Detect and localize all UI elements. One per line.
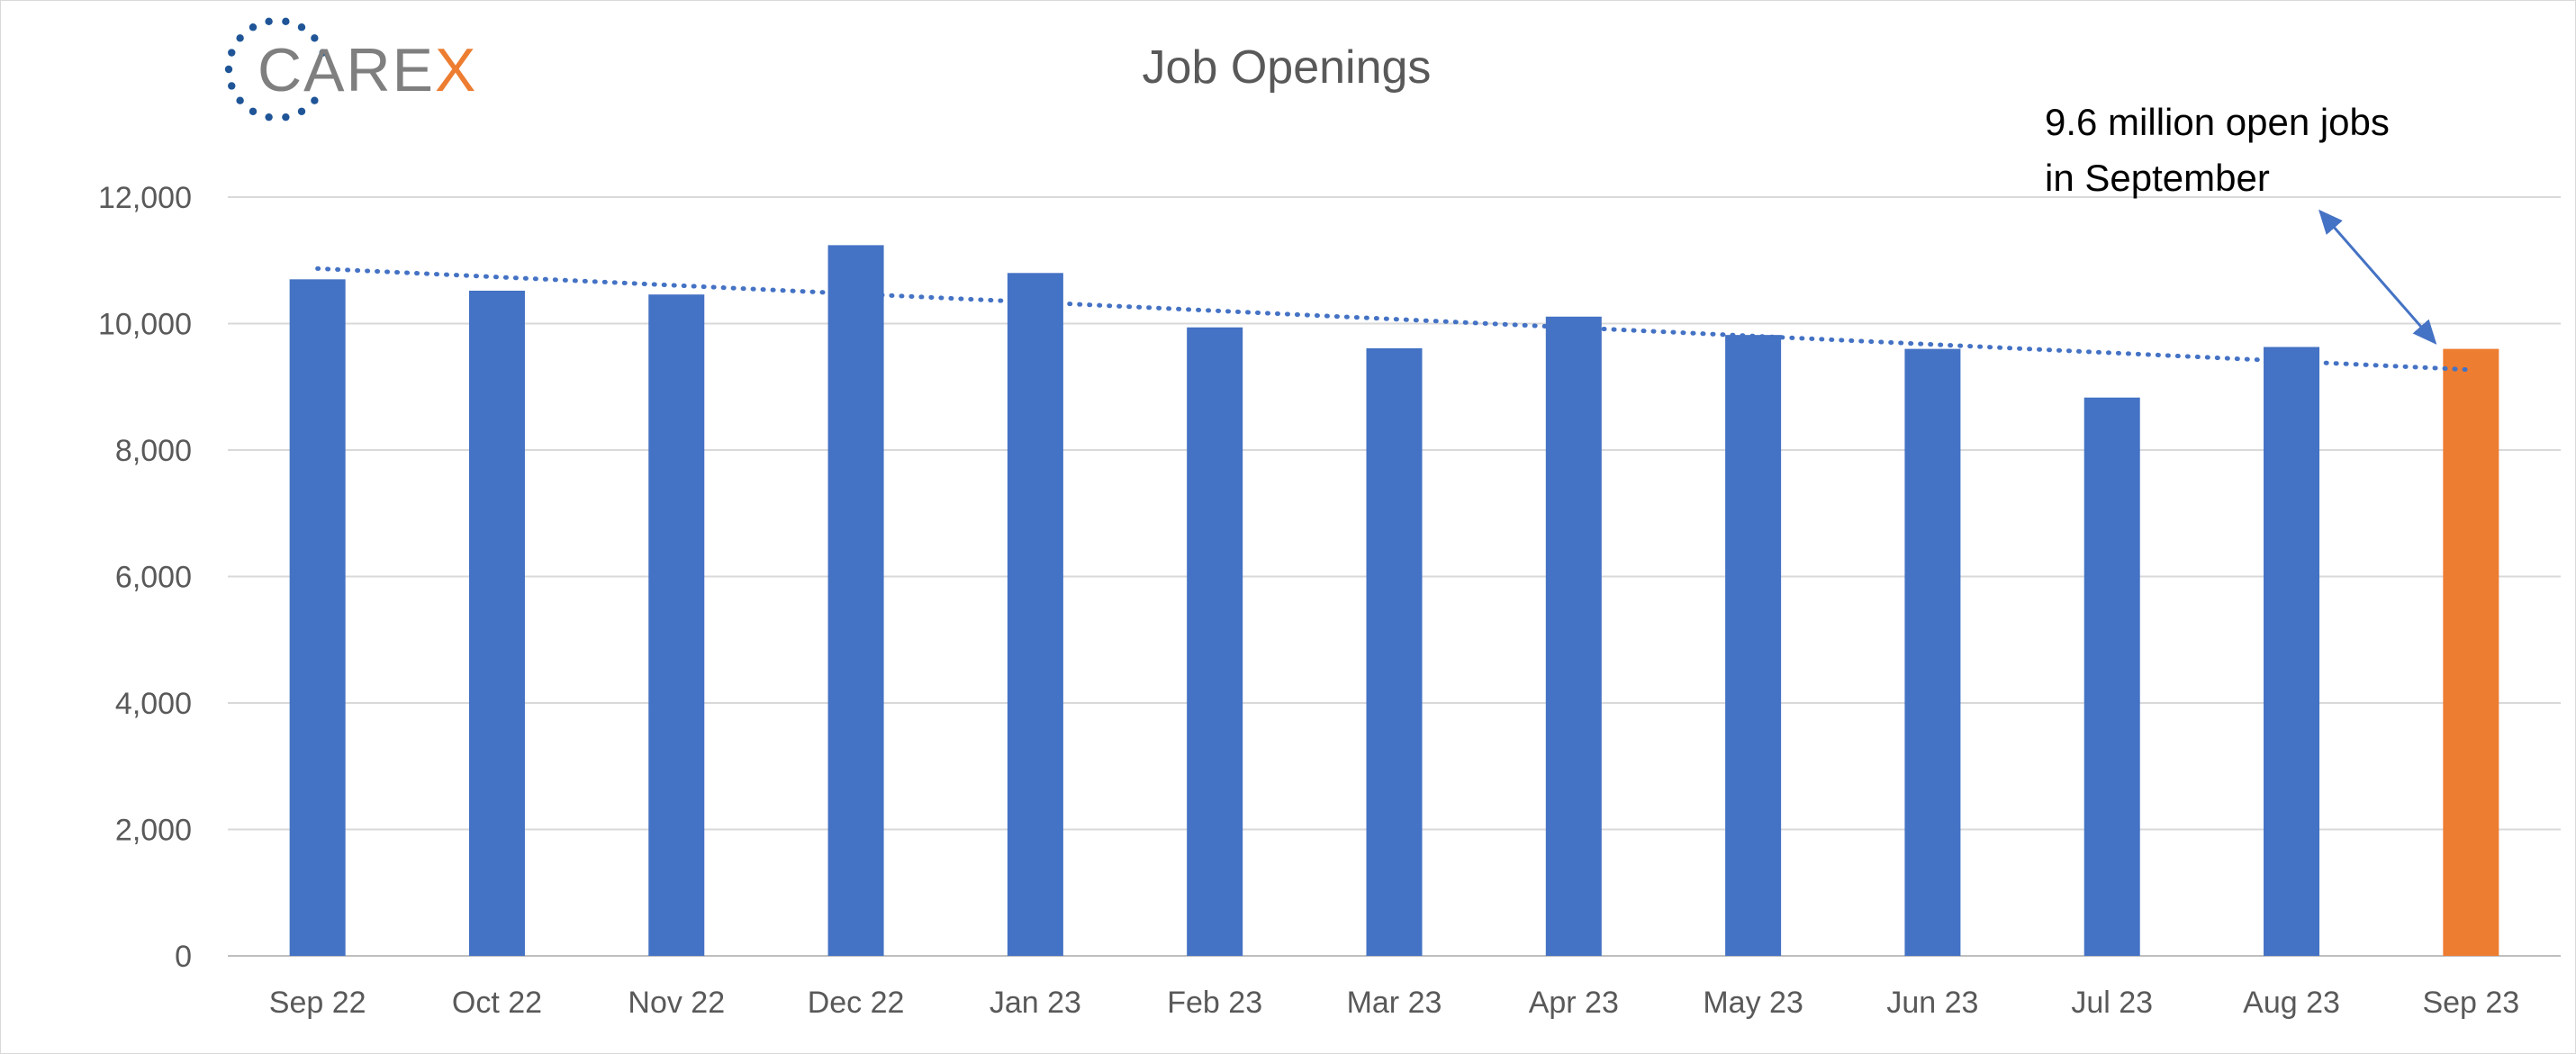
logo-dot (311, 34, 319, 42)
bar (1187, 327, 1243, 957)
x-tick-label: Mar 23 (1347, 986, 1442, 1020)
y-axis-tick-labels: 0 2,000 4,000 6,000 8,000 10,000 12,000 (98, 181, 192, 974)
annotation: 9.6 million open jobs in September (2045, 101, 2437, 345)
x-tick-label: Nov 22 (628, 986, 725, 1020)
bar (2083, 397, 2140, 956)
logo-dots-icon (224, 17, 327, 122)
logo-dot (228, 82, 236, 90)
x-tick-label: Jan 23 (990, 986, 1081, 1020)
annotation-line-1: 9.6 million open jobs (2045, 101, 2390, 143)
chart-title: Job Openings (1143, 41, 1432, 94)
logo-dot (297, 107, 306, 115)
bar (468, 290, 525, 957)
logo-dot (224, 65, 233, 74)
trendline (315, 266, 2473, 373)
y-tick-label: 8,000 (115, 434, 192, 468)
x-tick-label: Sep 22 (269, 986, 366, 1020)
y-tick-label: 0 (175, 940, 192, 974)
bar (827, 245, 884, 956)
y-tick-label: 2,000 (115, 814, 192, 848)
logo-dot (297, 23, 306, 32)
x-tick-label: Sep 23 (2422, 986, 2519, 1020)
bar (1366, 347, 1423, 957)
x-tick-label: Oct 22 (452, 986, 542, 1020)
bar (1904, 348, 1961, 957)
annotation-arrow (2318, 209, 2437, 345)
bar (648, 294, 705, 956)
logo-dot (319, 49, 327, 57)
x-tick-label: Feb 23 (1167, 986, 1262, 1020)
logo-text-accent: X (435, 36, 477, 104)
logo-dot (282, 17, 290, 26)
annotation-line-2: in September (2045, 157, 2270, 199)
y-tick-label: 10,000 (98, 308, 192, 342)
bar (1545, 316, 1602, 957)
logo-dot (249, 107, 258, 115)
logo-dot (265, 113, 273, 122)
bar (2264, 347, 2320, 956)
logo-dot (311, 96, 319, 104)
logo-dot (236, 34, 244, 42)
x-tick-label: May 23 (1703, 986, 1803, 1020)
y-tick-label: 6,000 (115, 561, 192, 595)
logo-dot (236, 96, 244, 104)
y-tick-label: 4,000 (115, 687, 192, 721)
logo-dot (249, 23, 258, 32)
logo-text-main: CARE (258, 36, 435, 104)
x-tick-label: Jun 23 (1886, 986, 1978, 1020)
bar (2443, 348, 2499, 957)
bars (289, 245, 2499, 957)
logo-dot (265, 17, 273, 26)
x-tick-label: Aug 23 (2243, 986, 2340, 1020)
x-tick-label: Apr 23 (1529, 986, 1619, 1020)
carex-logo: CAREX (224, 17, 477, 122)
bar (1725, 335, 1782, 956)
x-tick-label: Dec 22 (808, 986, 905, 1020)
bar (289, 279, 346, 956)
logo-dot (228, 49, 236, 57)
x-tick-label: Jul 23 (2071, 986, 2153, 1020)
logo-wordmark: CAREX (258, 36, 477, 104)
logo-dot (282, 113, 290, 122)
trendline-path (315, 266, 2473, 373)
y-tick-label: 12,000 (98, 181, 192, 215)
x-axis-tick-labels: Sep 22 Oct 22 Nov 22 Dec 22 Jan 23 Feb 23 Mar … (269, 986, 2519, 1020)
bar (1007, 273, 1063, 956)
